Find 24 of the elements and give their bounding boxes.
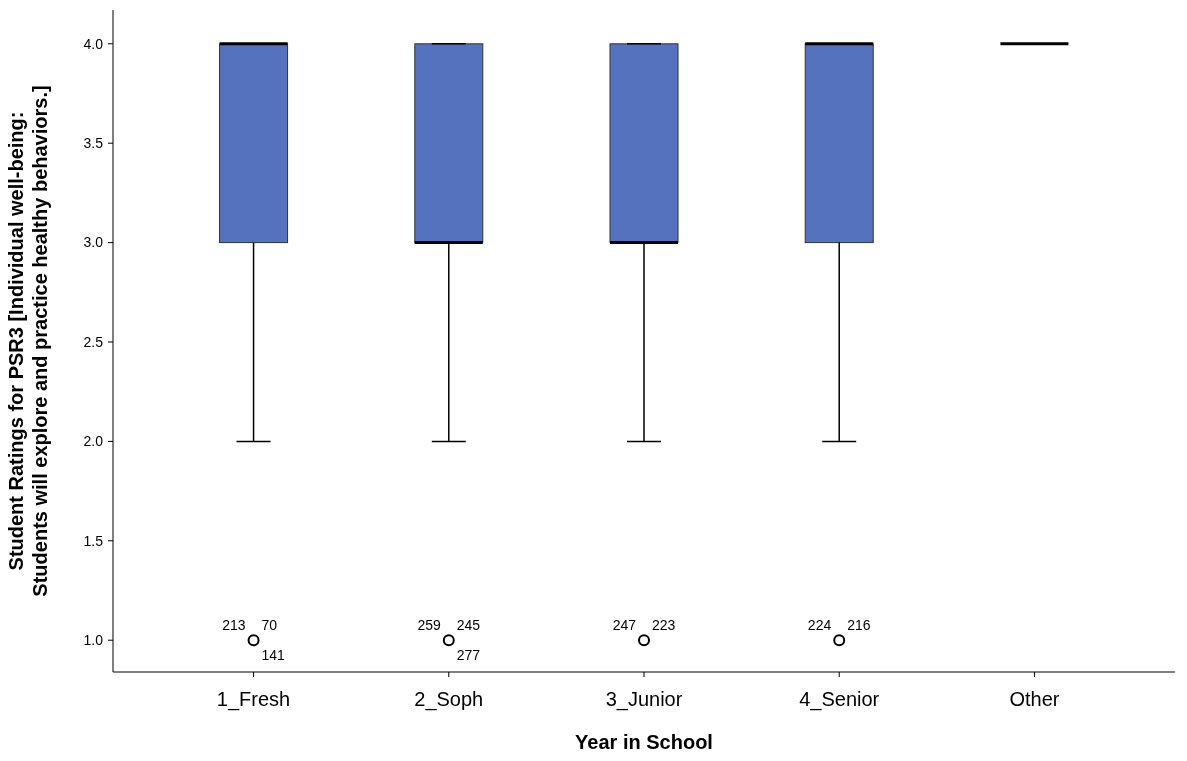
y-axis-title: Student Ratings for PSR3 [Individual well-being: Students will explore and practice healthy behaviors.] — [5, 85, 51, 597]
x-axis-title: Year in School — [575, 731, 713, 753]
annotation: 70 — [261, 617, 278, 634]
y-tick-label: 2.0 — [83, 433, 104, 450]
y-tick-label: 2.5 — [83, 333, 104, 350]
annotation: 224 — [807, 617, 832, 634]
annotation: 277 — [456, 647, 481, 664]
x-tick-label: Other — [1009, 688, 1060, 710]
y-tick-label: 1.5 — [83, 532, 104, 549]
x-tick-label: 4_Senior — [799, 688, 880, 711]
x-tick-label: 1_Fresh — [216, 688, 291, 711]
x-tick-label: 3_Junior — [605, 688, 683, 711]
annotation: 141 — [261, 647, 286, 664]
y-tick-label: 3.0 — [83, 234, 104, 251]
y-tick-label: 3.5 — [83, 135, 104, 152]
x-tick-label: 2_Soph — [414, 688, 484, 711]
annotation: 247 — [612, 617, 637, 634]
y-tick-label: 1.0 — [83, 632, 104, 649]
annotation: 245 — [456, 617, 481, 634]
annotation: 259 — [417, 617, 441, 634]
annotation: 213 — [222, 617, 246, 634]
annotation: 223 — [652, 617, 676, 634]
y-tick-label: 4.0 — [83, 35, 104, 52]
annotation: 216 — [847, 617, 871, 634]
